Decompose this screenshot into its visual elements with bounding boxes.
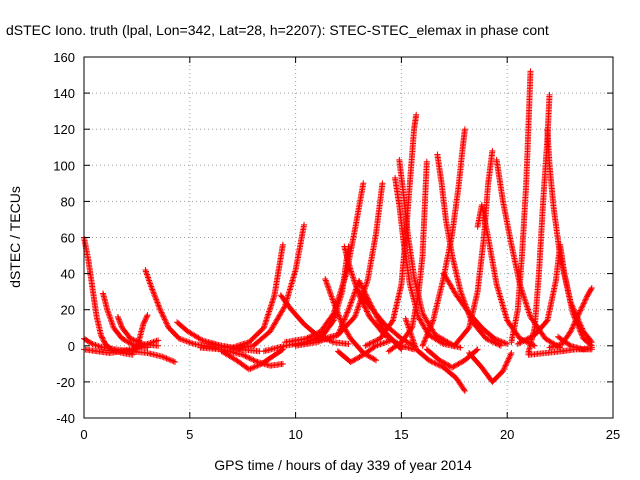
series-markers [434,151,504,349]
y-tick-label: 20 [61,303,75,318]
series-markers [334,337,394,365]
series-6 [131,312,151,355]
series-markers [514,241,595,349]
series-34 [493,156,564,351]
series-markers [544,126,595,346]
series-26 [402,315,468,394]
y-tick-label: 40 [61,267,75,282]
series-markers [508,68,534,346]
series-markers [493,156,564,351]
y-tick-label: 120 [53,122,75,137]
series-markers [131,312,151,355]
y-tick-label: 100 [53,158,75,173]
series-41 [555,333,595,353]
series-18 [322,276,379,364]
series-30 [440,270,511,347]
series-38 [514,241,595,349]
x-tick-label: 20 [500,427,514,442]
series-25 [385,158,430,355]
series-4 [100,290,151,351]
series-markers [356,288,418,349]
series-markers [229,221,308,353]
series-markers [341,243,418,353]
x-tick-label: 0 [80,427,87,442]
series-markers [208,241,286,351]
y-tick-label: -20 [56,375,75,390]
series-12 [229,221,308,353]
x-tick-label: 10 [288,427,302,442]
series-markers [440,270,511,347]
series-22 [362,111,420,349]
series-19 [334,337,394,365]
series-11 [208,241,286,351]
series-markers [218,346,286,373]
y-tick-label: 140 [53,86,75,101]
series-35 [508,68,534,346]
series-markers [197,344,286,369]
x-tick-label: 15 [394,427,408,442]
data-markers [81,68,595,394]
series-markers [555,333,595,353]
y-tick-label: 60 [61,231,75,246]
y-tick-label: 80 [61,194,75,209]
series-33 [474,202,538,349]
series-27 [423,346,481,371]
y-tick-label: 0 [68,339,75,354]
axis-ticks: 0 5 10 15 20 25 -40 -20 0 20 40 60 80 100 120 140 160 [53,50,620,442]
series-20 [341,243,418,353]
series-markers [466,350,515,385]
series-markers [385,158,430,355]
series-37 [544,126,595,346]
x-axis-label: GPS time / hours of day 339 of year 2014 [214,457,472,473]
series-28 [434,151,504,349]
series-9 [197,344,286,369]
series-markers [402,315,468,394]
series-markers [423,346,481,371]
series-markers [474,202,538,349]
y-tick-label: -40 [56,411,75,426]
chart-title: dSTEC Iono. truth (lpal, Lon=342, Lat=28… [6,22,549,38]
series-21 [356,288,418,349]
grid [84,57,613,418]
series-10 [218,346,286,373]
y-tick-label: 160 [53,50,75,65]
y-axis-label: dSTEC / TECUs [7,186,23,288]
series-31 [466,350,515,385]
x-tick-label: 5 [186,427,193,442]
x-tick-label: 25 [606,427,620,442]
series-markers [362,111,420,349]
series-markers [100,290,151,351]
series-markers [322,276,379,364]
